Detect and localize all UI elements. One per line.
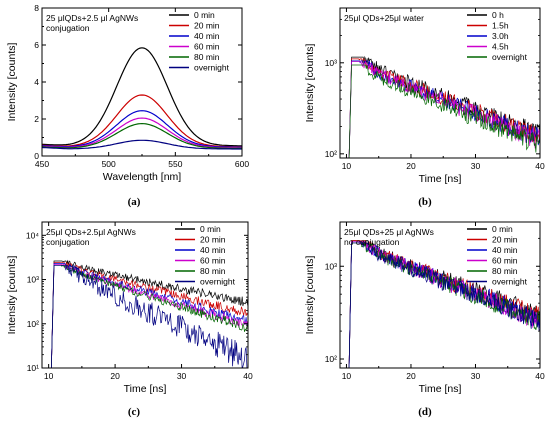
legend-label: overnight — [492, 277, 528, 287]
y-tick-label: 10² — [27, 319, 39, 329]
x-tick-label: 40 — [243, 371, 253, 381]
x-tick-label: 30 — [177, 371, 187, 381]
y-axis-label: Intensity [counts] — [6, 43, 18, 122]
x-axis-label: Time [ns] — [124, 383, 167, 395]
panel-c: 10 20 30 40 10¹ 10² 10³ 10⁴ Time [ns] Intensity [… — [6, 221, 253, 418]
annotation-text: conjugation — [46, 237, 90, 247]
y-axis-label: Intensity [counts] — [304, 44, 316, 123]
x-axis-label: Time [ns] — [419, 173, 462, 185]
x-tick-label: 10 — [342, 371, 352, 381]
annotation-text: 25μl QDs+25μl water — [344, 13, 424, 23]
legend-label: 20 min — [492, 235, 518, 245]
x-tick-label: 40 — [535, 161, 545, 171]
annotation-text: 25 μlQDs+2.5 μl AgNWs — [46, 13, 138, 23]
series-line-60-min — [42, 117, 242, 149]
plot-frame — [41, 221, 249, 369]
legend-label: 3.0h — [492, 31, 509, 41]
legend-label: 40 min — [200, 245, 226, 255]
y-tick-label: 4 — [34, 77, 39, 87]
legend-label: overnight — [194, 63, 230, 73]
y-tick-label: 10⁴ — [26, 230, 39, 240]
series-line-overnight — [348, 64, 540, 158]
series-line-3.0h — [348, 60, 540, 158]
x-tick-label: 10 — [44, 371, 54, 381]
annotation-text: no conjugation — [344, 237, 400, 247]
annotation-text: conjugation — [46, 23, 90, 33]
legend-label: 1.5h — [492, 21, 509, 31]
y-tick-label: 10² — [325, 354, 337, 364]
legend-label: 80 min — [200, 266, 226, 276]
annotation-text: 25μl QDs+25 μl AgNWs — [344, 227, 434, 237]
legend-label: 40 min — [194, 31, 220, 41]
panel-a: 450 500 550 600 0 2 4 6 8 Wavelength [nm] Intensit… — [6, 3, 249, 208]
panel-caption: (b) — [418, 196, 432, 208]
y-tick-label: 8 — [34, 3, 39, 13]
panel-caption: (c) — [128, 406, 141, 418]
series-line-80-min — [42, 122, 242, 149]
annotation-text: 25μl QDs+2.5μl AgNWs — [46, 227, 136, 237]
panel-caption: (a) — [128, 196, 141, 208]
legend-label: 60 min — [492, 256, 518, 266]
y-axis-label: Intensity [counts] — [6, 256, 18, 335]
plot-area-c — [50, 259, 248, 368]
y-tick-label: 6 — [34, 40, 39, 50]
x-axis-label: Wavelength [nm] — [103, 171, 181, 183]
plot-area-d — [348, 239, 540, 368]
series-line-4.5h — [348, 60, 540, 158]
legend-label: 40 min — [492, 245, 518, 255]
legend-label: 60 min — [200, 256, 226, 266]
legend-label: 20 min — [194, 21, 220, 31]
series-line-40-min — [42, 110, 242, 148]
y-tick-label: 10³ — [325, 58, 337, 68]
y-tick-label: 10³ — [27, 275, 39, 285]
legend-label: overnight — [492, 52, 528, 62]
x-tick-label: 40 — [535, 371, 545, 381]
panel-caption: (d) — [418, 406, 432, 418]
series-line-0-min — [42, 47, 242, 147]
x-tick-label: 450 — [35, 159, 49, 169]
plot-frame — [339, 221, 541, 369]
y-tick-label: 10¹ — [27, 363, 39, 373]
x-axis-label: Time [ns] — [419, 383, 462, 395]
y-tick-label: 10³ — [325, 261, 337, 271]
panel-b: 10 20 30 40 10² 10³ Time [ns] Intensity [counts… — [304, 7, 545, 208]
x-tick-label: 500 — [102, 159, 116, 169]
x-tick-label: 30 — [471, 371, 481, 381]
series-line-overnight — [51, 264, 248, 368]
x-tick-label: 600 — [235, 159, 249, 169]
legend-label: 80 min — [194, 52, 220, 62]
series-line-overnight — [348, 241, 540, 368]
legend-label: 60 min — [194, 42, 220, 52]
series-line-60-min — [348, 241, 540, 368]
y-axis-label: Intensity [counts] — [304, 256, 316, 335]
panel-d: 10 20 30 40 10² 10³ Time [ns] Intensity [counts… — [304, 221, 545, 418]
x-tick-label: 10 — [342, 161, 352, 171]
series-line-0-h — [348, 55, 540, 158]
x-tick-label: 30 — [471, 161, 481, 171]
legend-label: 0 min — [194, 10, 215, 20]
legend-label: 0 min — [200, 224, 221, 234]
x-tick-label: 550 — [168, 159, 182, 169]
legend-label: 0 min — [492, 224, 513, 234]
y-tick-label: 0 — [34, 151, 39, 161]
plot-area-a — [42, 47, 242, 150]
y-tick-label: 2 — [34, 114, 39, 124]
x-tick-label: 20 — [406, 371, 416, 381]
series-line-80-min — [51, 264, 248, 368]
series-line-20-min — [42, 94, 242, 148]
series-line-overnight — [42, 139, 242, 150]
legend-label: 4.5h — [492, 42, 509, 52]
x-tick-label: 20 — [406, 161, 416, 171]
plot-frame — [339, 7, 541, 159]
y-tick-label: 10² — [325, 149, 337, 159]
legend-label: 80 min — [492, 266, 518, 276]
legend-label: 0 h — [492, 10, 504, 20]
legend-label: 20 min — [200, 235, 226, 245]
legend-label: overnight — [200, 277, 236, 287]
x-tick-label: 20 — [110, 371, 120, 381]
plot-area-b — [348, 55, 540, 158]
